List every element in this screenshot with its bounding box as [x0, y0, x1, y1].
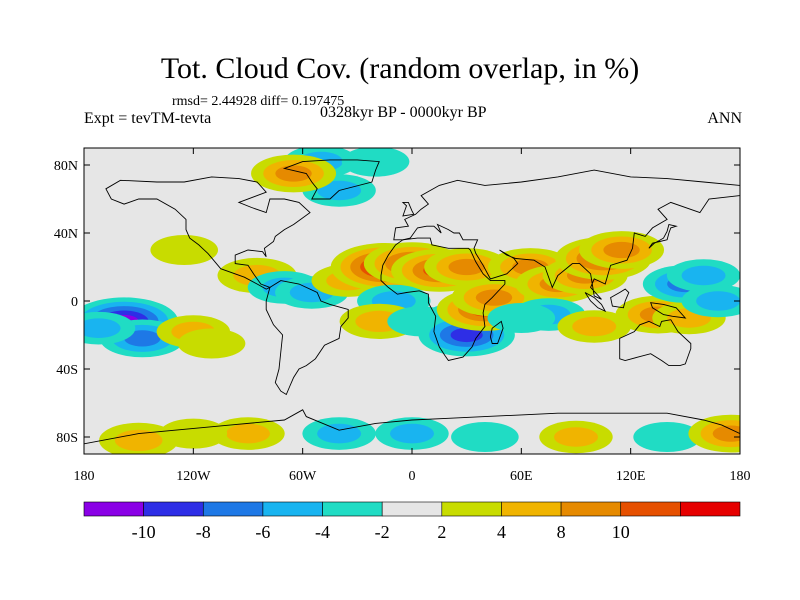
coast-africa	[380, 237, 506, 362]
period-label: 0328kyr BP - 0000kyr BP	[320, 104, 487, 121]
colorbar-swatch	[501, 501, 562, 517]
anomaly-level	[603, 241, 640, 259]
colorbar-label: 10	[612, 522, 630, 542]
experiment-label: Expt = tevTM-tevta	[84, 110, 212, 127]
anomaly-28	[557, 310, 631, 343]
colorbar-label: 8	[557, 522, 566, 542]
colorbar-label: -8	[196, 522, 211, 542]
stats-label: rmsd= 2.44928 diff= 0.197475	[172, 94, 345, 109]
anomaly-level	[696, 291, 740, 311]
x-tick-label: 120W	[176, 469, 211, 484]
anomaly-42	[375, 417, 449, 450]
colorbar-label: -2	[375, 522, 390, 542]
anomaly-25	[579, 231, 665, 269]
coast-sumatra	[584, 292, 607, 313]
y-tick-label: 40N	[54, 227, 78, 242]
colorbar-label: -6	[255, 522, 270, 542]
anomaly-level	[572, 316, 617, 337]
coast-japan	[648, 223, 678, 249]
colorbar-swatch	[560, 501, 622, 517]
coast-madagascar	[489, 320, 504, 344]
anomaly-level	[681, 265, 726, 286]
anomaly-36	[341, 148, 410, 177]
anomaly-45	[633, 422, 701, 452]
anomaly-13	[424, 248, 510, 286]
x-tick-label: 60W	[289, 469, 317, 484]
anomaly-44	[539, 420, 613, 454]
coast-eurasia	[393, 169, 740, 300]
x-tick-label: 120E	[616, 469, 646, 484]
colorbar-swatch	[680, 501, 741, 517]
x-tick-label: 180	[74, 469, 95, 484]
anomaly-37	[251, 154, 337, 193]
coast-borneo	[610, 288, 630, 309]
colorbar-label: -10	[132, 522, 156, 542]
colorbar-label: 2	[437, 522, 446, 542]
anomaly-field	[84, 148, 740, 454]
y-axis: 80N 40N 0 40S 80S	[54, 159, 740, 446]
coast-uk	[401, 201, 415, 217]
x-tick-label: 180	[730, 469, 751, 484]
colorbar-swatch	[262, 501, 323, 517]
anomaly-5	[150, 235, 219, 265]
x-axis: 180 120W 60W 0 60E 120E 180	[74, 148, 751, 484]
colorbar-swatch	[143, 501, 204, 517]
anomaly-46	[688, 414, 740, 453]
anomaly-4	[177, 328, 246, 359]
coast-antarctica	[84, 409, 740, 445]
chart-title: Tot. Cloud Cov. (random overlap, in %)	[160, 52, 640, 85]
anomaly-level	[317, 423, 362, 444]
anomaly-40	[99, 422, 179, 454]
anomaly-41	[302, 417, 376, 450]
anomaly-43	[451, 422, 519, 452]
coastlines	[84, 159, 740, 445]
x-tick-label: 0	[409, 469, 416, 484]
colorbar-swatch	[322, 501, 383, 517]
coast-new-guinea	[650, 302, 687, 319]
anomaly-level	[450, 327, 483, 343]
anomaly-level	[633, 422, 701, 452]
x-tick-label: 60E	[510, 469, 533, 484]
anomaly-level	[712, 425, 740, 442]
colorbar-swatch	[83, 501, 144, 517]
coast-south-america	[265, 280, 349, 396]
colorbar-swatch	[381, 501, 443, 517]
colorbar-swatch	[620, 501, 681, 517]
anomaly-2	[84, 311, 136, 345]
anomaly-level	[475, 289, 513, 306]
anomaly-level	[124, 330, 161, 347]
anomaly-level	[390, 423, 434, 444]
anomaly-level	[554, 427, 598, 447]
colorbar-swatch	[202, 501, 264, 517]
coast-greenland	[282, 159, 380, 200]
anomaly-32	[666, 259, 740, 292]
anomaly-level	[341, 148, 410, 177]
y-tick-label: 40S	[56, 363, 78, 378]
anomaly-level	[275, 165, 312, 182]
anomaly-level	[150, 235, 219, 265]
colorbar: -10 -8 -6 -4 -2 2 4 8 10	[83, 501, 741, 542]
coast-australia	[619, 319, 692, 367]
y-tick-label: 80S	[56, 431, 78, 446]
anomaly-level	[451, 422, 519, 452]
coast-north-america	[105, 176, 311, 290]
anomaly-level	[487, 303, 556, 333]
anomaly-level	[226, 423, 270, 444]
colorbar-label: 4	[497, 522, 506, 542]
colorbar-swatch	[441, 501, 502, 517]
anomaly-level	[114, 429, 163, 451]
anomaly-level	[177, 328, 246, 359]
anomaly-33	[681, 284, 740, 318]
anomaly-27	[487, 303, 556, 333]
y-tick-label: 0	[71, 295, 78, 310]
season-label: ANN	[707, 110, 742, 127]
anomaly-level	[84, 318, 121, 338]
anomaly-level	[448, 258, 485, 276]
y-tick-label: 80N	[54, 159, 78, 174]
colorbar-label: -4	[315, 522, 330, 542]
